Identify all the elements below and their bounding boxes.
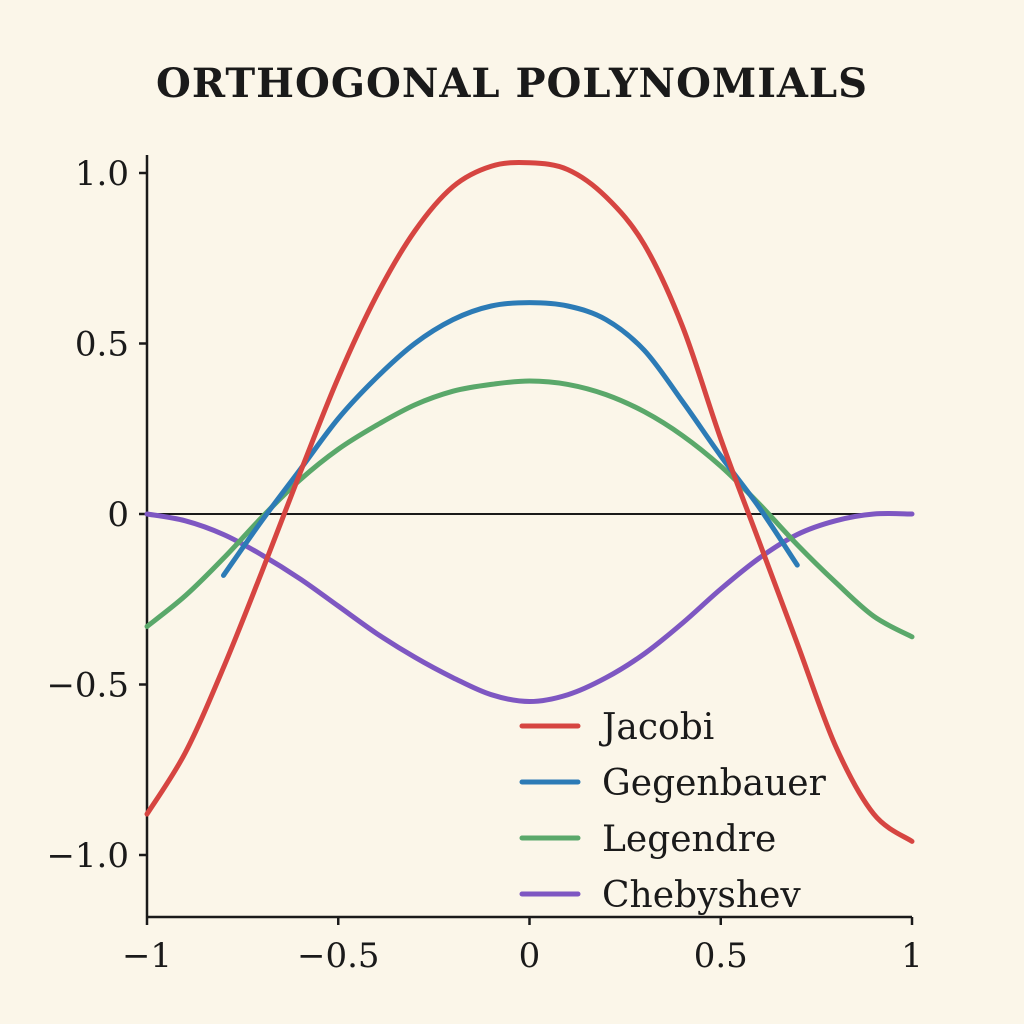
chart-title: ORTHOGONAL POLYNOMIALS — [156, 60, 868, 107]
y-tick-label: 0.5 — [75, 325, 129, 365]
y-tick-label: −1.0 — [46, 836, 129, 876]
x-tick-label: 0 — [519, 936, 541, 976]
legend-label-gegenbauer: Gegenbauer — [602, 763, 827, 804]
y-tick-label: −0.5 — [46, 666, 129, 706]
y-tick-label: 0 — [107, 495, 129, 535]
legend-label-legendre: Legendre — [602, 819, 776, 860]
axes: 1.0 0.5 0 −0.5 −1.0 −1 −0.5 0 0.5 1 — [46, 154, 922, 976]
y-tick-label: 1.0 — [75, 154, 129, 194]
series-line-gegenbauer — [221, 300, 800, 578]
legend-label-jacobi: Jacobi — [598, 707, 714, 748]
series-line-jacobi — [144, 160, 915, 844]
legend-label-chebyshev: Chebyshev — [602, 875, 801, 916]
series-line-chebyshev — [144, 511, 915, 704]
legend: Jacobi Gegenbauer Legendre Chebyshev — [519, 707, 827, 916]
x-tick-label: −1 — [122, 936, 172, 976]
x-tick-label: −0.5 — [297, 936, 380, 976]
x-tick-label: 1 — [901, 936, 923, 976]
x-tick-label: 0.5 — [694, 936, 748, 976]
series-lines — [144, 160, 915, 844]
series-line-legendre — [144, 378, 915, 640]
